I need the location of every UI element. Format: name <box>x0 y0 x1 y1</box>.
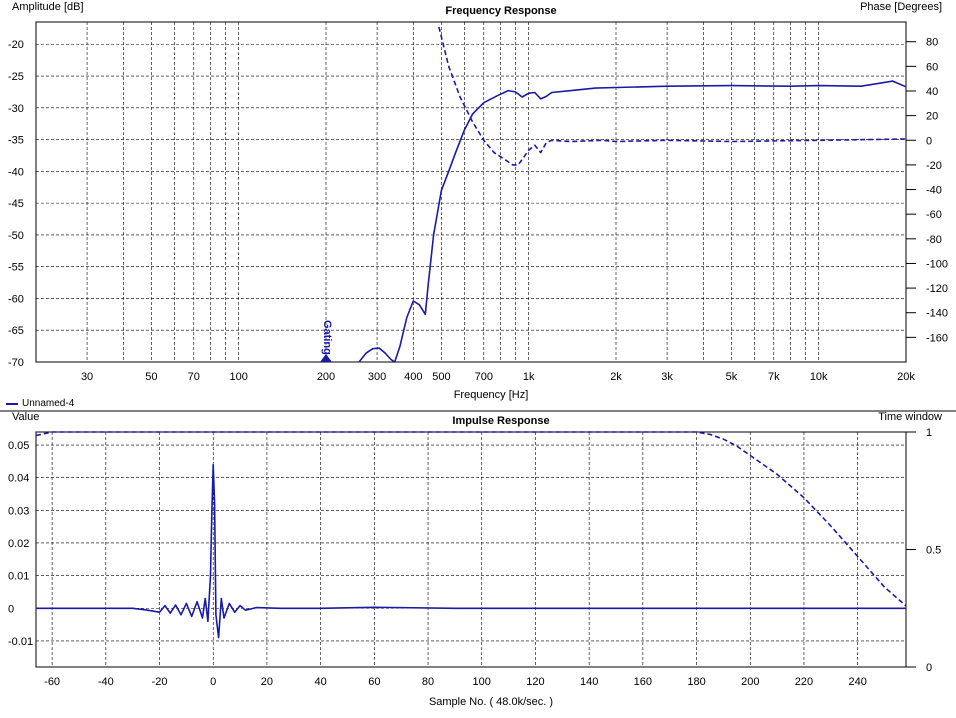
fr-y2-tick-label: 20 <box>926 111 938 123</box>
fr-series-solid-line <box>358 80 907 363</box>
gating-marker: Gating <box>320 320 333 362</box>
ir-x-tick-label: 220 <box>795 676 813 688</box>
fr-y-tick-label: -60 <box>8 293 24 305</box>
fr-series <box>358 26 907 363</box>
ir-y-ticks: 0.05 0.04 0.03 0.02 0.01 0 -0.01 <box>8 440 33 648</box>
fr-x-tick-label: 10k <box>810 371 828 383</box>
ir-y2-tick-label: 0 <box>926 662 932 674</box>
fr-y-tick-label: -45 <box>8 198 24 210</box>
gating-marker-arrow <box>320 354 332 362</box>
fr-y2-tick-label: -140 <box>926 308 948 320</box>
ir-series-dashed-line <box>35 431 907 607</box>
fr-x-tick-label: 70 <box>188 371 200 383</box>
fr-y-tick-label: -40 <box>8 166 24 178</box>
ir-x-tick-label: 40 <box>315 676 327 688</box>
fr-x-tick-label: 20k <box>897 371 915 383</box>
fr-y-tick-label: -50 <box>8 230 24 242</box>
fr-x-tick-label: 50 <box>145 371 157 383</box>
ir-x-tick-label: 100 <box>473 676 491 688</box>
ir-x-tick-label: 80 <box>422 676 434 688</box>
ir-y-tick-label: 0.01 <box>8 571 29 583</box>
ir-x-tick-label: 60 <box>368 676 380 688</box>
fr-y2-tick-label: 0 <box>926 135 932 147</box>
ir-y2-tick-label: 0.5 <box>926 545 941 557</box>
fr-series-dashed-line <box>438 26 907 166</box>
fr-x-tick-label: 2k <box>610 371 622 383</box>
fr-y2-tick-label: 60 <box>926 61 938 73</box>
fr-plot-frame <box>35 21 907 363</box>
fr-x-tick-label: 3k <box>661 371 673 383</box>
fr-x-tick-label: 5k <box>726 371 738 383</box>
ir-x-tick-label: -60 <box>44 676 60 688</box>
fr-y2-tick-label: -40 <box>926 185 942 197</box>
ir-x-tick-label: 0 <box>210 676 216 688</box>
fr-y2-tick-label: -120 <box>926 283 948 295</box>
fr-x-tick-label: 700 <box>475 371 493 383</box>
ir-title: Impulse Response <box>452 415 549 427</box>
impulse-response-chart: 0.050.040.030.020.010-0.01 10.50 -60 -40-… <box>8 411 942 708</box>
legend[interactable]: Unnamed-4 <box>6 398 74 409</box>
fr-x-tick-label: 7k <box>768 371 780 383</box>
fr-y-tick-label: -70 <box>8 357 24 369</box>
ir-y-axis-label: Value <box>12 411 39 423</box>
ir-x-tick-label: 120 <box>526 676 544 688</box>
ir-x-tick-label: -20 <box>152 676 168 688</box>
ir-x-tick-label: 240 <box>848 676 866 688</box>
fr-x-tick-label: 300 <box>368 371 386 383</box>
fr-y2-tick-label: -60 <box>926 209 942 221</box>
fr-y-tick-label: -30 <box>8 103 24 115</box>
ir-series <box>35 431 907 639</box>
ir-y-tick-label: 0.03 <box>8 505 29 517</box>
ir-y-tick-label: 0 <box>8 603 14 615</box>
fr-x-tick-label: 500 <box>432 371 450 383</box>
fr-y-ticks: -20 -25 -30 -35 -40 -45 -50 -55 -60 -65 -70 <box>8 39 24 369</box>
fr-x-tick-label: 1k <box>523 371 535 383</box>
ir-y2-tick-label: 1 <box>926 427 932 439</box>
fr-x-ticks: 30 50 70 100 200 300 400 500 700 1k 2k 3k 5k 7k 10k 20k <box>81 371 915 383</box>
fr-title: Frequency Response <box>445 5 556 17</box>
ir-x-tick-label: -40 <box>98 676 114 688</box>
ir-y-tick-label: 0.04 <box>8 473 29 485</box>
fr-y-tick-label: -55 <box>8 262 24 274</box>
fr-y-tick-label: -20 <box>8 39 24 51</box>
fr-grid <box>36 22 906 362</box>
ir-x-axis-label: Sample No. ( 48.0k/sec. ) <box>429 696 553 708</box>
ir-y2-ticks: 10.50 <box>906 427 941 674</box>
ir-series-solid-line <box>36 463 906 639</box>
ir-plot-frame <box>35 431 907 668</box>
ir-x-tick-label: 180 <box>687 676 705 688</box>
fr-x-tick-label: 30 <box>81 371 93 383</box>
fr-x-tick-label: 400 <box>404 371 422 383</box>
fr-y-tick-label: -65 <box>8 325 24 337</box>
fr-x-axis-label: Frequency [Hz] <box>454 389 529 401</box>
ir-x-tick-label: 140 <box>580 676 598 688</box>
gating-marker-label: Gating <box>321 320 333 355</box>
fr-y2-tick-label: -20 <box>926 160 942 172</box>
ir-x-tick-label: 20 <box>261 676 273 688</box>
ir-x-tick-label: 160 <box>634 676 652 688</box>
ir-y-tick-label: -0.01 <box>8 636 33 648</box>
fr-y2-tick-label: -160 <box>926 332 948 344</box>
fr-x-tick-label: 100 <box>230 371 248 383</box>
frequency-response-chart: -20 -25 -30 -35 -40 -45 -50 -55 -60 -65 -70 80 60 40… <box>8 1 948 401</box>
legend-label: Unnamed-4 <box>22 398 75 409</box>
fr-y2-axis-label: Phase [Degrees] <box>860 1 942 13</box>
fr-y2-tick-label: 40 <box>926 86 938 98</box>
fr-y-axis-label: Amplitude [dB] <box>12 1 84 13</box>
fr-x-tick-label: 200 <box>317 371 335 383</box>
fr-y2-tick-label: -100 <box>926 258 948 270</box>
ir-y-tick-label: 0.05 <box>8 440 29 452</box>
legend-swatch <box>6 402 18 405</box>
ir-y-tick-label: 0.02 <box>8 538 29 550</box>
ir-x-ticks: -60 -40 -20 0 20 40 60 80 100 120 140 160 180 200 220 2… <box>44 676 867 688</box>
fr-y2-tick-label: 80 <box>926 37 938 49</box>
fr-y2-tick-label: -80 <box>926 234 942 246</box>
fr-y-tick-label: -35 <box>8 135 24 147</box>
fr-y2-ticks: 80 60 40 20 0 -20 -40 -60 -80 -100 -120 -140 -160 <box>906 37 948 344</box>
ir-grid <box>36 432 906 667</box>
ir-y2-axis-label: Time window <box>878 411 942 423</box>
ir-x-tick-label: 200 <box>741 676 759 688</box>
fr-y-tick-label: -25 <box>8 71 24 83</box>
